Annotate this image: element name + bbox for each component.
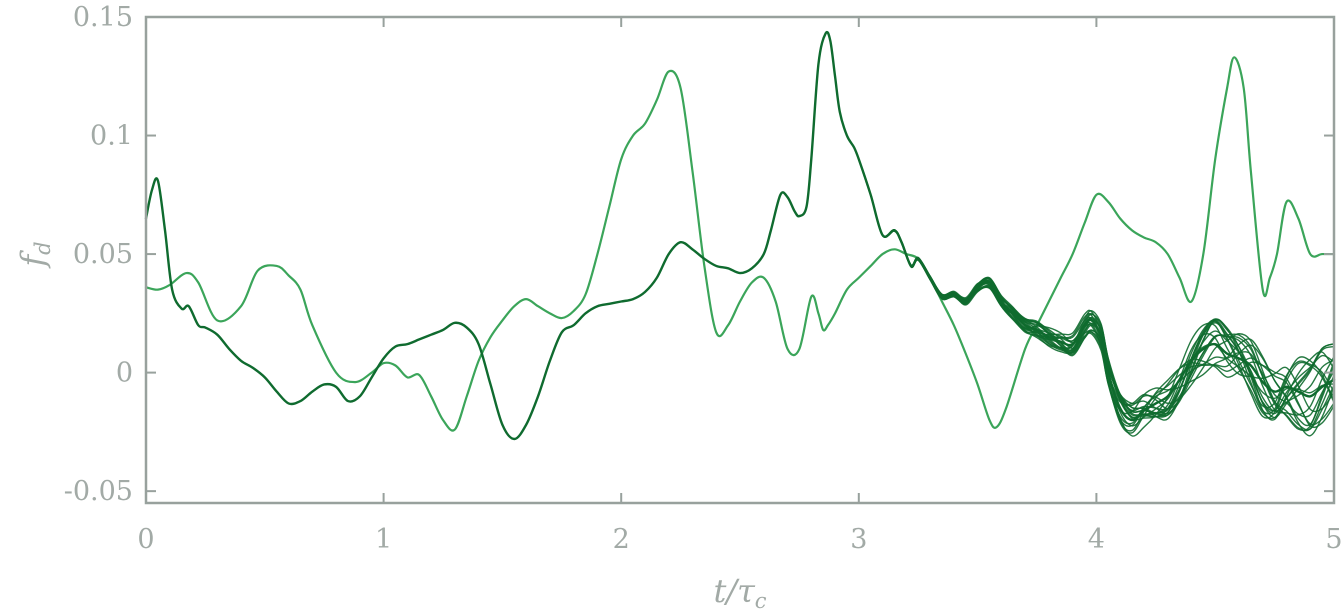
y-tick-label: 0.15 bbox=[73, 2, 133, 33]
x-tick-label: 3 bbox=[850, 524, 867, 555]
ensemble-line bbox=[858, 158, 1335, 432]
plot-series bbox=[144, 30, 1336, 441]
series-line-1 bbox=[144, 56, 1336, 432]
y-axis: -0.05 0 0.05 0.1 0.15 bbox=[64, 2, 1334, 507]
x-tick-label: 2 bbox=[613, 524, 630, 555]
y-tick-label: -0.05 bbox=[64, 476, 133, 507]
y-tick-label: 0 bbox=[116, 358, 133, 389]
ensemble-line bbox=[858, 158, 1335, 437]
ensemble-line bbox=[858, 158, 1335, 415]
x-axis-label: t/τc bbox=[713, 572, 766, 611]
ensemble-line bbox=[858, 158, 1335, 432]
y-axis-label: fd bbox=[14, 241, 55, 268]
x-tick-label: 1 bbox=[375, 524, 392, 555]
series-line-2 bbox=[144, 30, 1336, 441]
y-tick-label: 0.1 bbox=[90, 121, 133, 152]
ensemble-line bbox=[858, 158, 1335, 437]
ensemble-line bbox=[858, 158, 1335, 432]
ensemble-line bbox=[858, 158, 1335, 416]
x-tick-label: 5 bbox=[1325, 524, 1342, 555]
y-tick-label: 0.05 bbox=[73, 239, 133, 270]
x-axis: 0 1 2 3 4 5 bbox=[137, 17, 1343, 555]
plot-frame bbox=[144, 15, 1336, 505]
x-tick-label: 4 bbox=[1088, 524, 1105, 555]
x-tick-label: 0 bbox=[137, 524, 154, 555]
